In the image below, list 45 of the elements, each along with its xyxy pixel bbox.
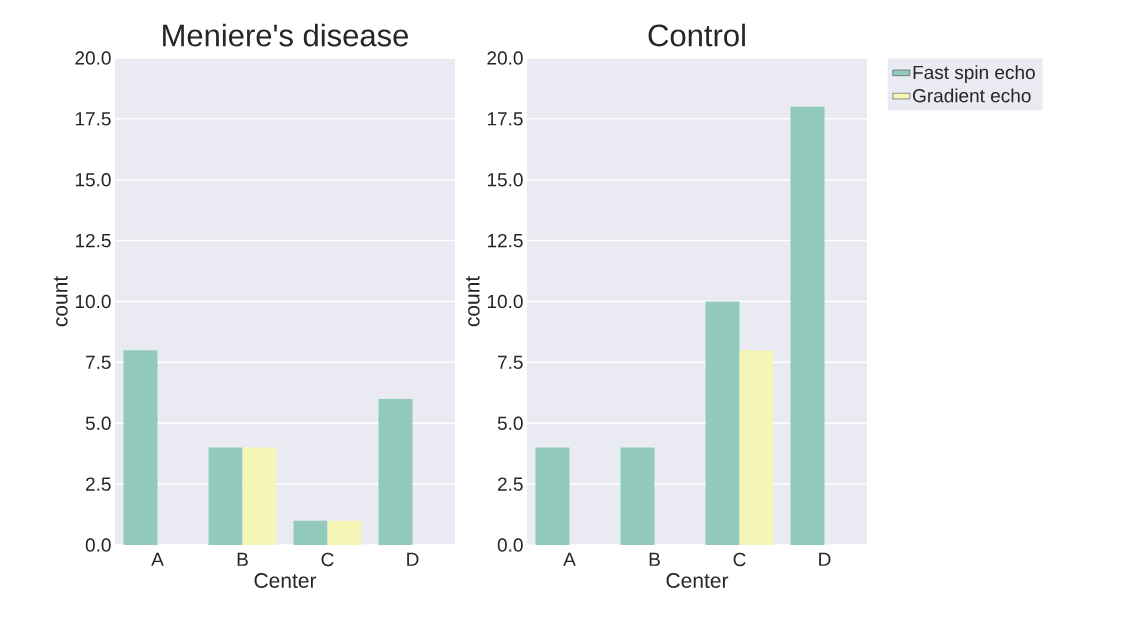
- bar: [242, 447, 277, 545]
- chart-title: Meniere's disease: [163, 23, 408, 47]
- bar: [327, 520, 362, 545]
- y-axis-title: count: [465, 275, 480, 327]
- bar: [739, 350, 774, 545]
- y-tick-label: 12.5: [75, 233, 111, 248]
- x-tick-label: D: [819, 552, 831, 566]
- y-tick-label: 7.5: [86, 355, 111, 369]
- bar: [378, 398, 413, 545]
- chart-title: Control: [648, 23, 745, 47]
- y-tick-label: 7.5: [498, 355, 523, 369]
- x-tick-label: B: [237, 552, 248, 566]
- x-tick-label: A: [563, 552, 576, 566]
- y-tick-label: 10.0: [487, 294, 523, 309]
- y-axis-title: count: [53, 275, 68, 327]
- y-tick-label: 17.5: [75, 112, 111, 126]
- y-tick-label: 5.0: [497, 416, 523, 430]
- bar: [208, 447, 243, 545]
- y-tick-label: 0.0: [85, 538, 111, 552]
- y-tick-label: 20.0: [75, 51, 111, 65]
- bar: [535, 447, 570, 545]
- y-tick-label: 20.0: [487, 51, 523, 65]
- legend-label: Fast spin echo: [913, 65, 1035, 83]
- y-tick-label: 12.5: [487, 233, 523, 248]
- y-tick-label: 17.5: [487, 112, 523, 126]
- bar: [123, 350, 158, 545]
- y-tick-label: 15.0: [487, 173, 523, 187]
- x-tick-label: C: [321, 552, 334, 567]
- y-tick-label: 5.0: [85, 416, 111, 430]
- x-tick-label: A: [151, 552, 164, 566]
- y-tick-label: 2.5: [86, 477, 111, 491]
- y-tick-label: 0.0: [497, 538, 523, 552]
- x-tick-label: D: [407, 552, 419, 566]
- x-axis-title: Center: [254, 573, 317, 588]
- y-tick-label: 10.0: [75, 294, 111, 309]
- x-tick-label: C: [733, 552, 746, 567]
- x-tick-label: B: [649, 552, 660, 566]
- bar: [790, 106, 825, 545]
- y-tick-label: 2.5: [498, 477, 523, 491]
- bar: [293, 520, 328, 545]
- x-axis-title: Center: [666, 573, 729, 588]
- bar: [705, 301, 740, 545]
- y-tick-label: 15.0: [75, 173, 111, 187]
- bar: [620, 447, 655, 545]
- legend-label: Gradient echo: [913, 88, 1031, 103]
